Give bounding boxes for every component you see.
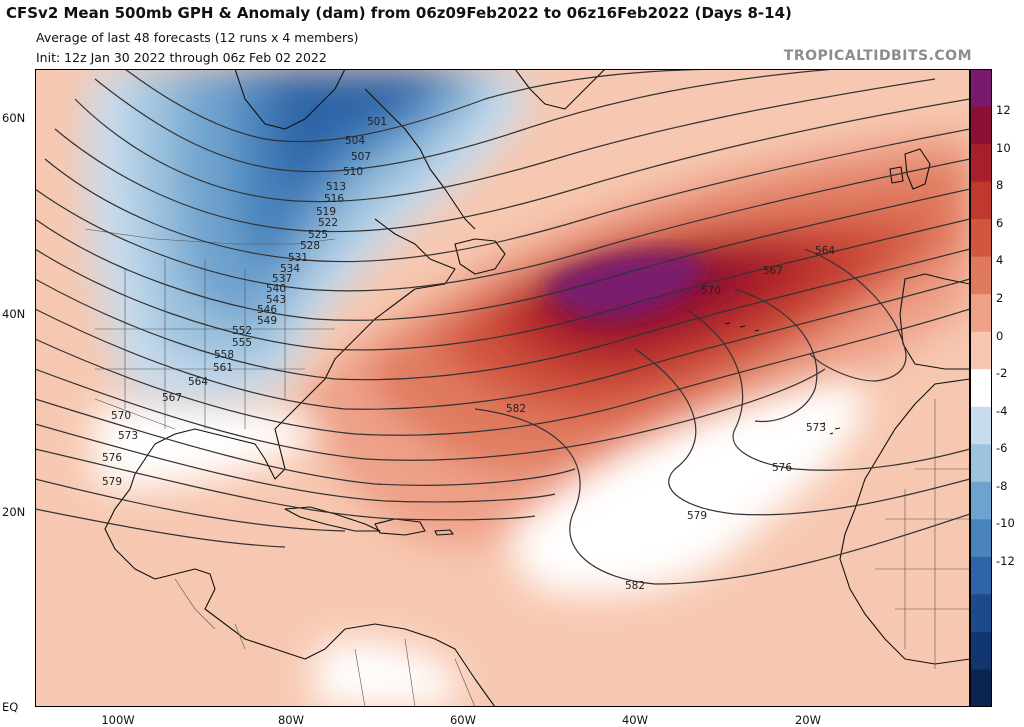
contour-label: 579: [102, 476, 122, 488]
contour-label: 567: [162, 392, 182, 404]
gulf-coast-mexico: [104, 488, 326, 660]
contour-label: 519: [316, 206, 336, 218]
lat-label: 20N: [2, 505, 26, 519]
azores: [724, 322, 760, 332]
africa-west-coast: [839, 378, 970, 665]
map-title: CFSv2 Mean 500mb GPH & Anomaly (dam) fro…: [6, 4, 792, 22]
canary-islands: [819, 422, 841, 435]
contour-label: 579: [687, 510, 707, 522]
colorbar-swatch: [970, 406, 992, 445]
political-borders: [84, 228, 970, 707]
contour-labels: 501 504 507 510 513 516 519 522 525 528 …: [102, 116, 835, 592]
colorbar-label: -2: [996, 366, 1008, 380]
contour-label: 516: [324, 193, 344, 205]
contour-label: 525: [308, 229, 328, 241]
contour-label: 555: [232, 337, 252, 349]
lon-label: 20W: [794, 713, 822, 727]
colorbar-label: -4: [996, 403, 1008, 418]
contour-label: 564: [815, 245, 835, 257]
contour-label: 573: [118, 430, 138, 442]
colorbar-swatch: [970, 294, 992, 333]
british-isles: [889, 148, 931, 190]
watermark-tropicaltidbits: TROPICALTIDBITS.COM: [783, 48, 972, 64]
colorbar-label: -6: [996, 441, 1008, 455]
colorbar-swatch: [970, 369, 992, 408]
lon-label: 80W: [277, 713, 305, 727]
map-subtitle-init: Init: 12z Jan 30 2022 through 06z Feb 02…: [36, 50, 327, 65]
colorbar-swatch: [970, 444, 992, 483]
colorbar: [970, 69, 992, 707]
contour-label: 567: [763, 265, 783, 277]
contour-label: 522: [318, 217, 338, 229]
contour-label: 543: [266, 294, 286, 306]
map-subtitle-ensemble: Average of last 48 forecasts (12 runs x …: [36, 30, 359, 45]
colorbar-swatch: [970, 631, 992, 671]
contour-label: 513: [326, 181, 346, 193]
colorbar-swatch: [970, 556, 992, 596]
contour-label: 582: [625, 580, 645, 592]
hudson-bay-coast: [234, 69, 346, 130]
contour-label: 546: [257, 304, 277, 316]
greenland-south: [514, 69, 606, 110]
contour-label: 561: [213, 362, 233, 374]
cuba: [284, 506, 381, 532]
max-anomaly-core: [545, 252, 705, 320]
colorbar-label: 2: [996, 290, 1004, 305]
colorbar-label: 4: [996, 253, 1004, 268]
lat-label: EQ: [2, 700, 19, 714]
contour-label: 570: [701, 285, 721, 297]
contour-label: 570: [111, 410, 131, 422]
colorbar-swatch: [970, 181, 992, 220]
contour-label: 531: [288, 252, 308, 264]
lon-label: 60W: [449, 713, 477, 727]
lon-label: 40W: [621, 713, 649, 727]
newfoundland: [454, 238, 506, 275]
colorbar-swatch: [970, 144, 992, 183]
colorbar-swatch: [970, 69, 992, 108]
colorbar-label: 0: [996, 328, 1004, 343]
contour-label: 552: [232, 325, 252, 337]
contour-label: 558: [214, 349, 234, 361]
contour-label: 540: [266, 283, 286, 295]
height-contours: [35, 69, 970, 585]
colorbar-swatch: [970, 669, 992, 707]
colorbar-label: -8: [996, 478, 1008, 493]
colorbar-label: 8: [996, 178, 1004, 193]
north-america-east-coast: [129, 218, 456, 490]
colorbar-swatch: [970, 256, 992, 295]
lon-label: 100W: [101, 713, 135, 727]
contour-label: 576: [102, 452, 122, 464]
colorbar-swatch: [970, 594, 992, 633]
colorbar-label: 6: [996, 215, 1004, 230]
colorbar-label: -12: [996, 553, 1015, 568]
contour-label: 576: [772, 462, 792, 474]
south-america-north-coast: [324, 623, 496, 707]
contour-label: 582: [506, 403, 526, 415]
contour-label: 501: [367, 116, 387, 128]
negative-anomaly-field: [85, 69, 528, 404]
colorbar-label: 10: [996, 140, 1011, 155]
contour-label: 504: [345, 135, 365, 147]
colorbar-swatch: [970, 219, 992, 258]
colorbar-swatch: [970, 331, 992, 370]
colorbar-label: -10: [996, 516, 1015, 531]
contour-label: 534: [280, 263, 300, 275]
lat-label: 40N: [2, 307, 26, 321]
contour-label: 549: [257, 315, 277, 327]
colorbar-swatch: [970, 481, 992, 520]
contour-label: 537: [272, 273, 292, 285]
contour-label: 573: [806, 422, 826, 434]
contour-label: 564: [188, 376, 208, 388]
anomaly-map: 501 504 507 510 513 516 519 522 525 528 …: [35, 69, 970, 707]
puerto-rico: [434, 529, 454, 536]
contour-label: 510: [343, 166, 363, 178]
labrador-coast: [364, 88, 476, 230]
lat-label: 60N: [2, 111, 26, 125]
colorbar-label: 12: [996, 103, 1011, 118]
neutral-anomaly-regions: [95, 379, 865, 707]
colorbar-swatch: [970, 106, 992, 145]
colorbar-swatch: [970, 519, 992, 558]
contour-label: 528: [300, 240, 320, 252]
contour-label: 507: [351, 151, 371, 163]
